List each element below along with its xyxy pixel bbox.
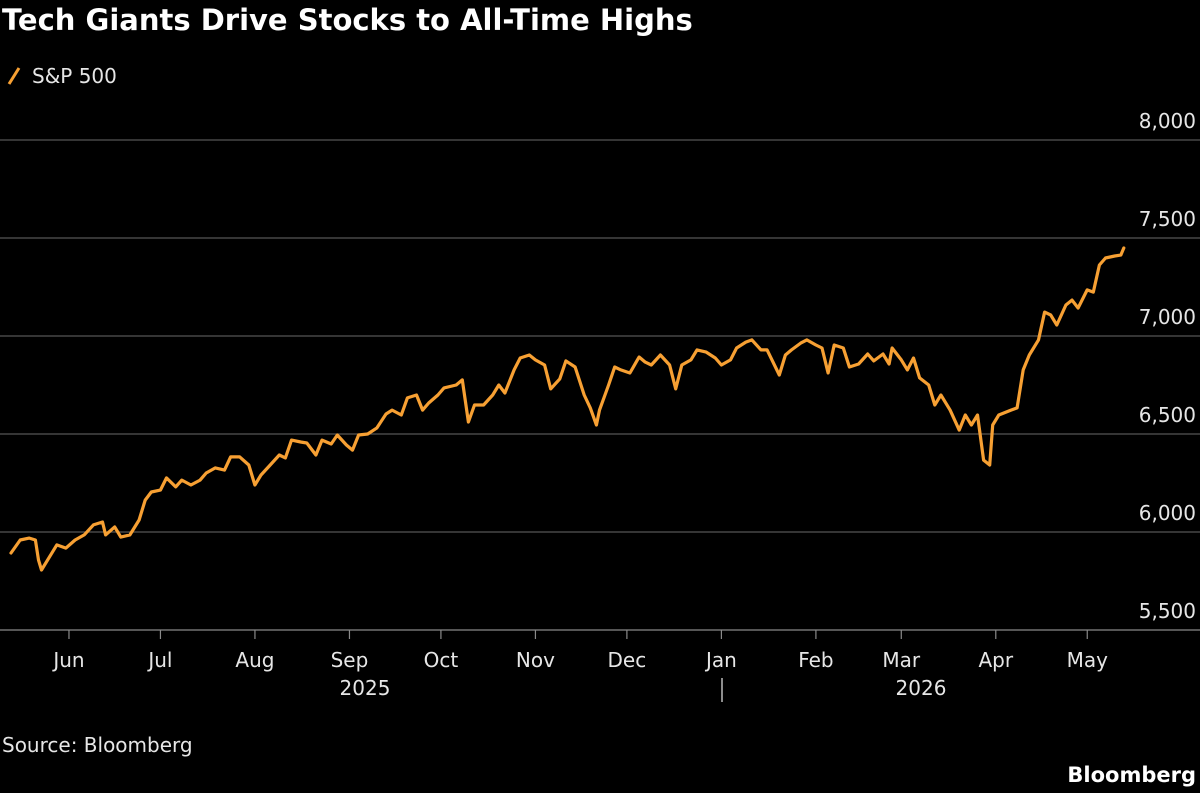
legend-label: S&P 500 xyxy=(32,64,117,88)
x-tick-label: Dec xyxy=(608,648,647,672)
x-tick-label: May xyxy=(1067,648,1109,672)
y-tick-label: 6,500 xyxy=(1139,403,1196,427)
x-tick-label: Jul xyxy=(146,648,172,672)
y-tick-label: 7,500 xyxy=(1139,207,1196,231)
chart-title: Tech Giants Drive Stocks to All-Time Hig… xyxy=(2,3,693,37)
y-tick-label: 6,000 xyxy=(1139,501,1196,525)
year-label: 2025 xyxy=(340,676,391,700)
x-tick-label: Jan xyxy=(704,648,737,672)
legend-swatch xyxy=(7,67,21,85)
brand-logo: Bloomberg xyxy=(1067,763,1196,787)
x-tick-label: Apr xyxy=(978,648,1013,672)
source-note: Source: Bloomberg xyxy=(2,733,193,757)
y-tick-label: 5,500 xyxy=(1139,599,1196,623)
x-tick-label: Mar xyxy=(882,648,921,672)
x-tick-label: Jun xyxy=(51,648,84,672)
y-tick-label: 7,000 xyxy=(1139,305,1196,329)
x-tick-label: Sep xyxy=(331,648,369,672)
data-line xyxy=(9,246,1126,572)
y-tick-label: 8,000 xyxy=(1139,109,1196,133)
x-tick-label: Aug xyxy=(235,648,274,672)
x-tick-label: Oct xyxy=(424,648,459,672)
year-label: 2026 xyxy=(896,676,947,700)
x-tick-label: Feb xyxy=(798,648,833,672)
x-tick-label: Nov xyxy=(516,648,555,672)
